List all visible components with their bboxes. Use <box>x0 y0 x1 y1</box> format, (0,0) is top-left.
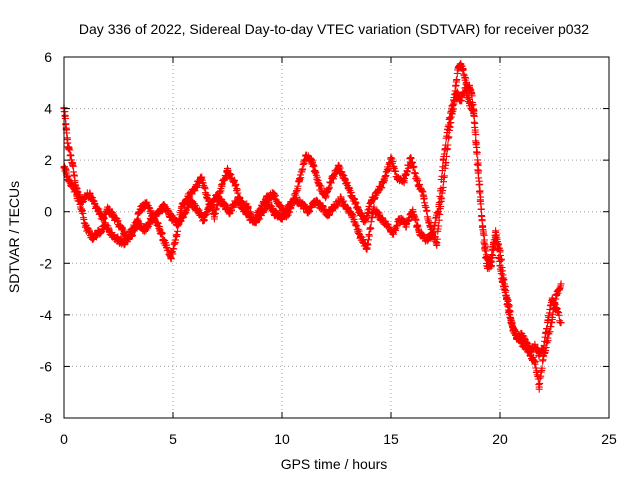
y-tick-label: -6 <box>40 358 53 374</box>
y-tick-label: 6 <box>44 49 52 65</box>
x-tick-label: 10 <box>274 431 290 447</box>
x-tick-label: 5 <box>169 431 177 447</box>
x-tick-label: 20 <box>492 431 508 447</box>
y-tick-label: 4 <box>44 101 52 117</box>
plot-frame <box>63 56 610 419</box>
x-tick-label: 25 <box>601 431 617 447</box>
y-tick-label: 2 <box>44 152 52 168</box>
y-tick-label: -4 <box>40 307 53 323</box>
series-trace-b <box>60 84 565 360</box>
axes <box>63 56 610 419</box>
y-tick-label: -8 <box>40 410 53 426</box>
x-axis-label: GPS time / hours <box>281 456 388 472</box>
x-tick-label: 15 <box>383 431 399 447</box>
grid-lines <box>64 57 609 418</box>
tick-labels: 0 5 10 15 20 25 -8 -6 -4 -2 0 2 4 6 <box>40 49 617 447</box>
y-tick-label: 0 <box>44 204 52 220</box>
y-axis-label: SDTVAR / TECUs <box>6 181 22 293</box>
chart-title: Day 336 of 2022, Sidereal Day-to-day VTE… <box>79 21 589 37</box>
x-tick-label: 0 <box>60 431 68 447</box>
y-tick-label: -2 <box>40 255 53 271</box>
